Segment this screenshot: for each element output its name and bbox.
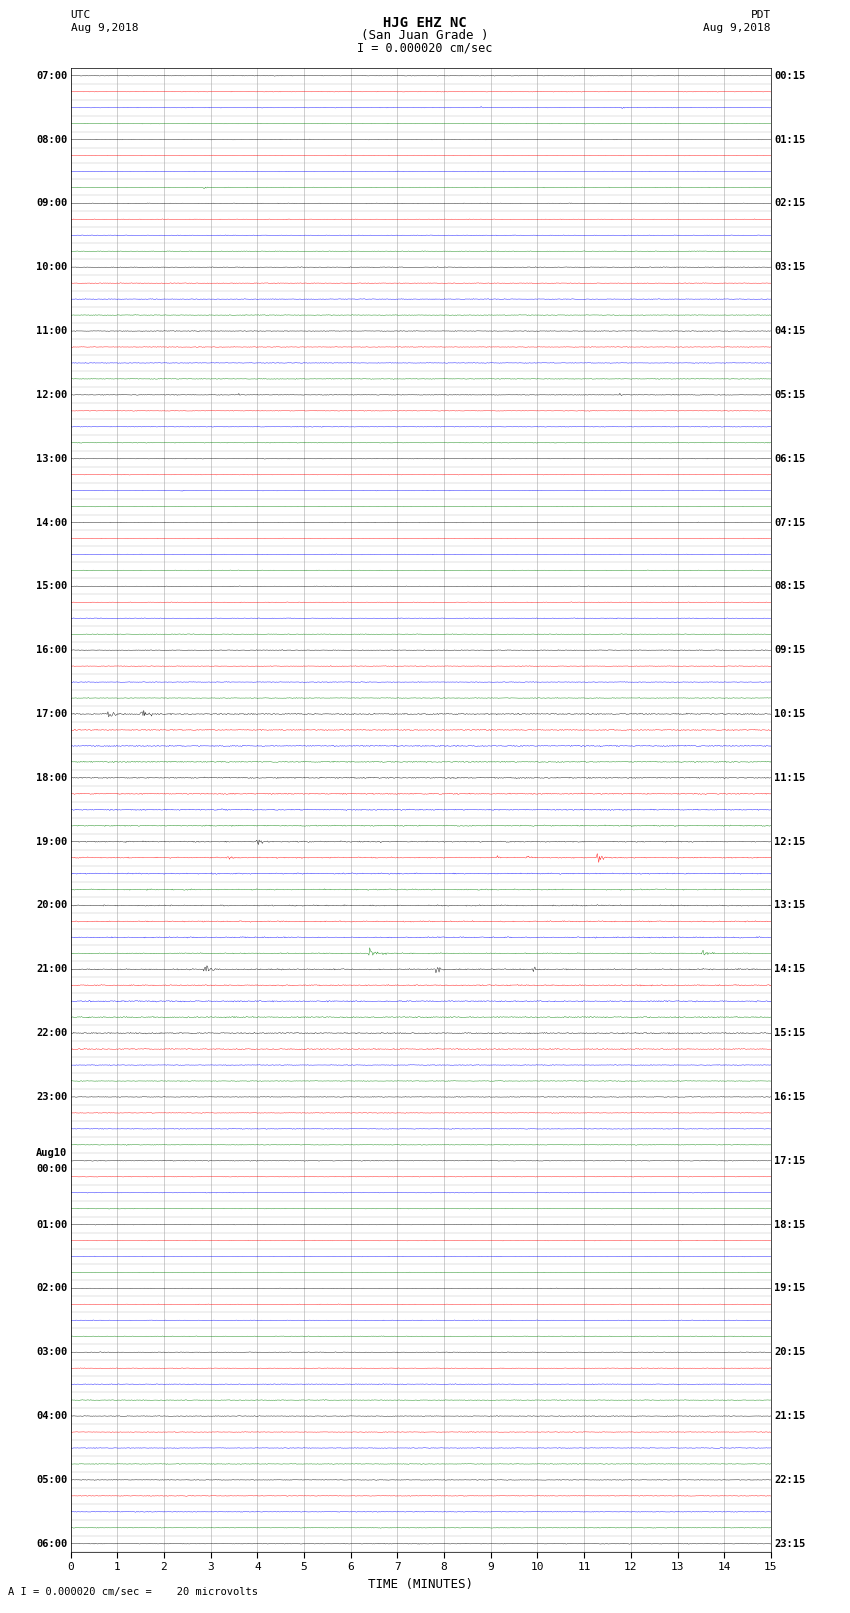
Text: 02:15: 02:15 xyxy=(774,198,806,208)
Text: Aug 9,2018: Aug 9,2018 xyxy=(71,23,138,32)
Text: A I = 0.000020 cm/sec =    20 microvolts: A I = 0.000020 cm/sec = 20 microvolts xyxy=(8,1587,258,1597)
Text: 11:15: 11:15 xyxy=(774,773,806,782)
Text: 19:15: 19:15 xyxy=(774,1284,806,1294)
Text: 18:00: 18:00 xyxy=(36,773,67,782)
Text: 06:15: 06:15 xyxy=(774,453,806,463)
Text: 12:15: 12:15 xyxy=(774,837,806,847)
Text: 18:15: 18:15 xyxy=(774,1219,806,1229)
Text: 23:15: 23:15 xyxy=(774,1539,806,1548)
Text: 20:15: 20:15 xyxy=(774,1347,806,1357)
Text: 06:00: 06:00 xyxy=(36,1539,67,1548)
Text: 20:00: 20:00 xyxy=(36,900,67,910)
Text: 03:00: 03:00 xyxy=(36,1347,67,1357)
Text: 17:15: 17:15 xyxy=(774,1157,806,1166)
Text: Aug 9,2018: Aug 9,2018 xyxy=(704,23,771,32)
Text: 05:15: 05:15 xyxy=(774,390,806,400)
Text: 16:15: 16:15 xyxy=(774,1092,806,1102)
Text: 01:00: 01:00 xyxy=(36,1219,67,1229)
Text: 15:15: 15:15 xyxy=(774,1027,806,1039)
X-axis label: TIME (MINUTES): TIME (MINUTES) xyxy=(368,1578,473,1590)
Text: 14:15: 14:15 xyxy=(774,965,806,974)
Text: 00:00: 00:00 xyxy=(36,1165,67,1174)
Text: 09:00: 09:00 xyxy=(36,198,67,208)
Text: Aug10: Aug10 xyxy=(36,1147,67,1158)
Text: 10:00: 10:00 xyxy=(36,263,67,273)
Text: 11:00: 11:00 xyxy=(36,326,67,336)
Text: 14:00: 14:00 xyxy=(36,518,67,527)
Text: UTC: UTC xyxy=(71,10,91,19)
Text: 07:15: 07:15 xyxy=(774,518,806,527)
Text: 22:15: 22:15 xyxy=(774,1474,806,1486)
Text: 04:15: 04:15 xyxy=(774,326,806,336)
Text: 07:00: 07:00 xyxy=(36,71,67,81)
Text: 05:00: 05:00 xyxy=(36,1474,67,1486)
Text: 17:00: 17:00 xyxy=(36,710,67,719)
Text: HJG EHZ NC: HJG EHZ NC xyxy=(383,16,467,31)
Text: 00:15: 00:15 xyxy=(774,71,806,81)
Text: 04:00: 04:00 xyxy=(36,1411,67,1421)
Text: 16:00: 16:00 xyxy=(36,645,67,655)
Text: 13:15: 13:15 xyxy=(774,900,806,910)
Text: 22:00: 22:00 xyxy=(36,1027,67,1039)
Text: 08:00: 08:00 xyxy=(36,134,67,145)
Text: (San Juan Grade ): (San Juan Grade ) xyxy=(361,29,489,42)
Text: 02:00: 02:00 xyxy=(36,1284,67,1294)
Text: 21:15: 21:15 xyxy=(774,1411,806,1421)
Text: 08:15: 08:15 xyxy=(774,581,806,592)
Text: 12:00: 12:00 xyxy=(36,390,67,400)
Text: 01:15: 01:15 xyxy=(774,134,806,145)
Text: 13:00: 13:00 xyxy=(36,453,67,463)
Text: 19:00: 19:00 xyxy=(36,837,67,847)
Text: PDT: PDT xyxy=(751,10,771,19)
Text: 23:00: 23:00 xyxy=(36,1092,67,1102)
Text: 10:15: 10:15 xyxy=(774,710,806,719)
Text: 21:00: 21:00 xyxy=(36,965,67,974)
Text: I = 0.000020 cm/sec: I = 0.000020 cm/sec xyxy=(357,42,493,55)
Text: 15:00: 15:00 xyxy=(36,581,67,592)
Text: 03:15: 03:15 xyxy=(774,263,806,273)
Text: 09:15: 09:15 xyxy=(774,645,806,655)
